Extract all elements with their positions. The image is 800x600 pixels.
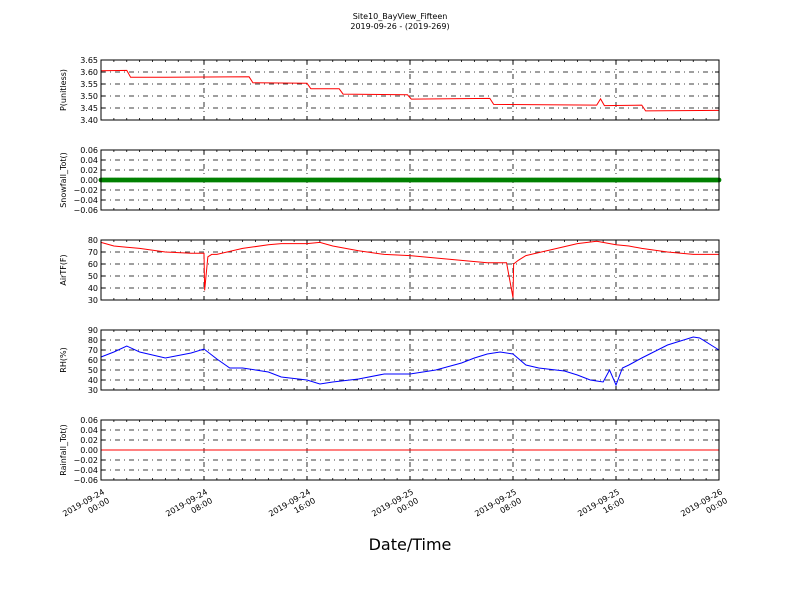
- series-line: [100, 69, 720, 112]
- y-tick-label: 0.02: [80, 436, 98, 445]
- x-tick-label: 2019-09-2516:00: [576, 487, 626, 527]
- y-tick-label: −0.06: [73, 476, 98, 485]
- x-axis-label: Date/Time: [369, 535, 452, 554]
- y-tick-label: 70: [88, 346, 98, 355]
- y-tick-label: 50: [88, 272, 98, 281]
- y-tick-label: 0.06: [80, 146, 98, 155]
- y-tick-label: 0.04: [80, 156, 98, 165]
- x-tick-label: 2019-09-2416:00: [267, 487, 317, 527]
- y-tick-label: −0.04: [73, 196, 98, 205]
- y-tick-label: 80: [88, 236, 98, 245]
- y-axis-label: Rainfall_Tot(): [59, 424, 68, 476]
- y-tick-label: 40: [88, 284, 98, 293]
- y-tick-label: 40: [88, 376, 98, 385]
- y-tick-label: 3.40: [80, 116, 98, 125]
- x-tick-label: 2019-09-2600:00: [679, 487, 729, 527]
- panels: 3.40 3.45 3.50 3.55 3.60 3.65 P(unitless) −0.06…: [59, 56, 722, 485]
- y-axis-label: P(unitless): [59, 69, 68, 111]
- y-tick-label: 30: [88, 386, 98, 395]
- y-tick-label: −0.02: [73, 456, 98, 465]
- series-line: [100, 336, 720, 387]
- y-tick-label: 0.02: [80, 166, 98, 175]
- plot-frame: [100, 419, 720, 481]
- y-tick-label: 3.60: [80, 68, 98, 77]
- y-tick-label: 0.00: [80, 176, 98, 185]
- y-tick-label: −0.02: [73, 186, 98, 195]
- y-tick-label: 3.55: [80, 80, 98, 89]
- y-tick-label: −0.06: [73, 206, 98, 215]
- chart-title: Site10_BayView_Fifteen: [353, 12, 448, 21]
- y-tick-label: 70: [88, 248, 98, 257]
- y-axis-label: AirTF(F): [59, 254, 68, 285]
- y-tick-label: 90: [88, 326, 98, 335]
- y-tick-label: 3.45: [80, 104, 98, 113]
- panel-3: 30 40 50 60 70 80 AirTF(F): [59, 236, 720, 305]
- y-tick-label: 3.50: [80, 92, 98, 101]
- y-tick-label: 3.65: [80, 56, 98, 65]
- y-axis-label: Snowfall_Tot(): [59, 152, 68, 208]
- x-tick-label: 2019-09-2508:00: [473, 487, 523, 527]
- panel-5: −0.06−0.04−0.020.000.020.040.06 Rainfall_…: [59, 416, 720, 485]
- y-tick-label: 50: [88, 366, 98, 375]
- y-tick-label: 60: [88, 260, 98, 269]
- y-tick-label: 60: [88, 356, 98, 365]
- y-tick-label: −0.04: [73, 466, 98, 475]
- y-tick-label: 0.06: [80, 416, 98, 425]
- y-tick-label: 30: [88, 296, 98, 305]
- plot-frame: [100, 239, 720, 301]
- x-tick-label: 2019-09-2500:00: [370, 487, 420, 527]
- x-tick-label: 2019-09-2408:00: [164, 487, 214, 527]
- y-tick-label: 80: [88, 336, 98, 345]
- y-axis-label: RH(%): [59, 347, 68, 372]
- chart-subtitle: 2019-09-26 - (2019-269): [350, 22, 449, 31]
- plot-frame: [100, 149, 720, 211]
- x-tick-label: 2019-09-2400:00: [61, 487, 111, 527]
- plot-frame: [100, 59, 720, 121]
- panel-1: 3.40 3.45 3.50 3.55 3.60 3.65 P(unitless): [59, 56, 720, 125]
- plot-frame: [100, 329, 720, 391]
- x-tick-labels: 2019-09-2400:00 2019-09-2408:00 2019-09-24…: [61, 487, 729, 527]
- y-tick-label: 0.04: [80, 426, 98, 435]
- series-line: [100, 240, 719, 298]
- y-tick-label: 0.00: [80, 446, 98, 455]
- panel-2: −0.06−0.04−0.020.000.020.040.06 Snowfall_…: [59, 146, 722, 215]
